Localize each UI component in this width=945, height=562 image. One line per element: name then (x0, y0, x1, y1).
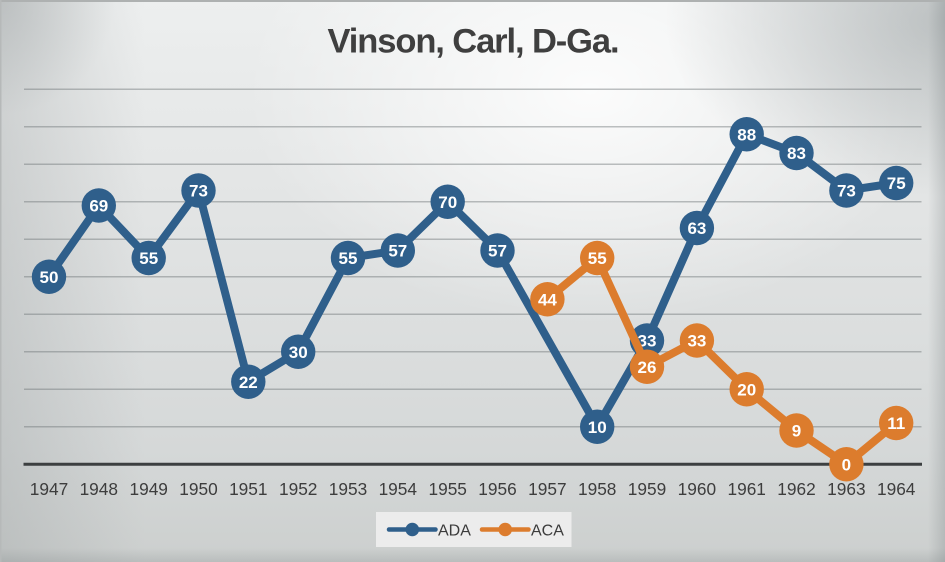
svg-text:1959: 1959 (628, 479, 666, 499)
svg-text:1958: 1958 (578, 479, 616, 499)
svg-text:1962: 1962 (777, 479, 815, 499)
svg-text:1961: 1961 (727, 479, 765, 499)
svg-text:9: 9 (792, 422, 801, 441)
svg-text:30: 30 (289, 343, 308, 362)
svg-text:1953: 1953 (329, 479, 367, 499)
svg-text:0: 0 (842, 455, 851, 474)
svg-text:63: 63 (687, 219, 706, 238)
svg-text:55: 55 (139, 249, 158, 268)
svg-text:26: 26 (638, 358, 657, 377)
svg-text:1948: 1948 (80, 479, 118, 499)
svg-text:33: 33 (687, 332, 706, 351)
svg-text:73: 73 (189, 182, 208, 201)
svg-text:1964: 1964 (877, 479, 916, 499)
svg-text:1954: 1954 (379, 479, 418, 499)
svg-text:1955: 1955 (428, 479, 466, 499)
svg-text:1949: 1949 (129, 479, 167, 499)
svg-text:57: 57 (488, 242, 507, 261)
svg-text:1963: 1963 (827, 479, 865, 499)
svg-text:57: 57 (388, 242, 407, 261)
svg-text:20: 20 (737, 380, 756, 399)
svg-text:1950: 1950 (179, 479, 217, 499)
svg-text:69: 69 (89, 197, 108, 216)
svg-text:1951: 1951 (229, 479, 267, 499)
svg-text:55: 55 (339, 249, 358, 268)
svg-text:75: 75 (887, 174, 906, 193)
svg-text:88: 88 (737, 125, 756, 144)
svg-text:ACA: ACA (531, 523, 564, 540)
svg-text:1952: 1952 (279, 479, 317, 499)
svg-text:11: 11 (887, 414, 905, 433)
svg-text:83: 83 (787, 144, 806, 163)
svg-text:55: 55 (588, 249, 607, 268)
svg-text:73: 73 (837, 182, 856, 201)
svg-text:ADA: ADA (438, 523, 471, 540)
svg-text:33: 33 (638, 332, 657, 351)
svg-text:10: 10 (588, 418, 607, 437)
svg-text:22: 22 (239, 373, 258, 392)
svg-text:1947: 1947 (30, 479, 68, 499)
svg-text:44: 44 (538, 290, 557, 309)
svg-text:70: 70 (438, 193, 457, 212)
svg-text:1957: 1957 (528, 479, 566, 499)
svg-text:50: 50 (40, 268, 59, 287)
svg-text:Vinson, Carl, D-Ga.: Vinson, Carl, D-Ga. (328, 23, 619, 61)
svg-text:1956: 1956 (478, 479, 516, 499)
svg-text:1960: 1960 (678, 479, 716, 499)
